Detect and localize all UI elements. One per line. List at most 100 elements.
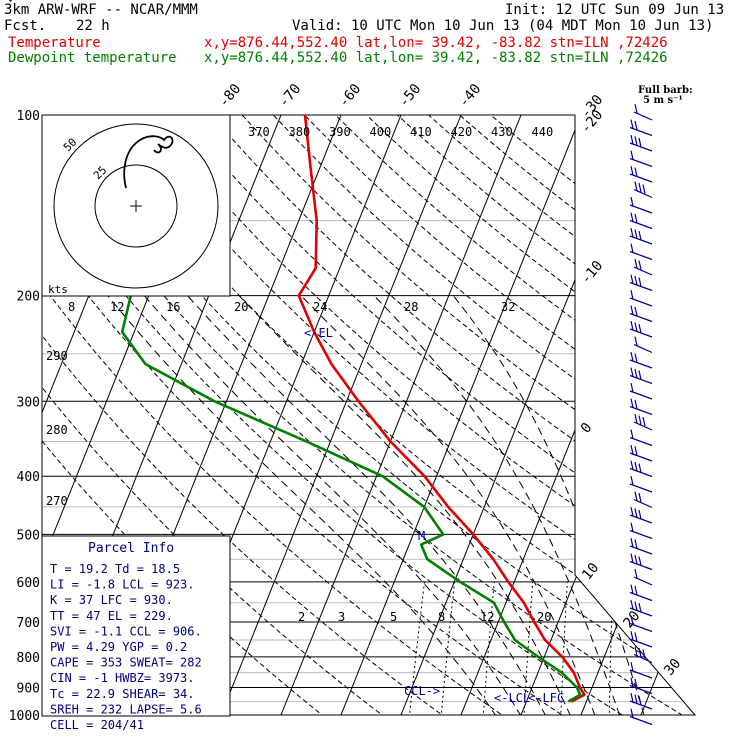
theta-label-top-370: 370 — [248, 125, 270, 139]
theta-label-top-400: 400 — [370, 125, 392, 139]
pressure-label-100: 100 — [17, 109, 40, 124]
temp-top-group--80: -80 — [216, 81, 245, 111]
mixing-ratio-label-2: 2 — [298, 610, 305, 624]
parcel-row-0: T = 19.2 Td = 18.5 — [50, 562, 180, 576]
dry-adiabat-400 — [304, 115, 695, 715]
wind-barb-9 — [629, 243, 653, 261]
wind-barb-30 — [633, 568, 653, 586]
mixing-ratio-label-12: 12 — [480, 610, 494, 624]
theta-e-label-16: 16 — [166, 300, 180, 314]
wind-barb-33 — [629, 615, 653, 633]
mixing-ratio-label-20: 20 — [537, 610, 551, 624]
theta-e-label-12: 12 — [110, 300, 124, 314]
moist-adiabat-24 — [300, 295, 601, 715]
temp-right-group-30: 30 — [661, 656, 684, 679]
temp-top-group--40: -40 — [456, 81, 485, 111]
theta-label-top-410: 410 — [410, 125, 432, 139]
fcst-label: Fcst. — [4, 18, 46, 34]
wind-barb-38 — [629, 692, 653, 710]
isotherm-20 — [580, 115, 695, 715]
mixing-ratio-label-5: 5 — [390, 610, 397, 624]
mixing-ratio-label-3: 3 — [338, 610, 345, 624]
wind-barb-18 — [629, 382, 653, 400]
wind-barb-39 — [629, 708, 653, 726]
legend-temperature-info: x,y=876.44,552.40 lat,lon= 39.42, -83.82… — [204, 35, 668, 51]
isotherm--30 — [280, 115, 522, 715]
valid-time: Valid: 10 UTC Mon 10 Jun 13 (04 MDT Mon … — [292, 18, 713, 34]
legend-dewpoint-info: x,y=876.44,552.40 lat,lon= 39.42, -83.82… — [204, 50, 668, 66]
isotherm-40 — [701, 115, 740, 715]
pressure-label-500: 500 — [17, 528, 40, 543]
dry-adiabat-370 — [210, 115, 695, 715]
wind-barb-4 — [629, 165, 653, 183]
temp-right-group-40: 40 — [3, 0, 26, 7]
isotherm-30 — [640, 115, 695, 715]
wind-barb-7 — [629, 212, 653, 230]
wind-barb-28 — [629, 537, 653, 555]
lfc-marker: <-LFC — [528, 691, 564, 705]
lcl-marker: <-LCL — [494, 691, 530, 705]
theta-label-top-420: 420 — [451, 125, 473, 139]
mixing-ratio-5 — [481, 581, 495, 715]
parcel-box — [41, 535, 231, 717]
temp-label-right-30: 30 — [661, 656, 684, 679]
wind-barb-19 — [629, 398, 653, 416]
wind-barbs — [629, 103, 653, 726]
temp-label-right-40: 40 — [3, 0, 26, 7]
theta-label-left-290: 290 — [46, 349, 68, 363]
mixing-ratio-12 — [559, 581, 568, 715]
wind-barb-29 — [629, 553, 653, 571]
dry-adiabat-380 — [241, 115, 695, 715]
temp-label-top--40: -40 — [456, 81, 485, 111]
pressure-label-800: 800 — [17, 651, 40, 666]
pressure-label-1000: 1000 — [9, 709, 40, 724]
parcel-row-7: CIN = -1 HWBZ= 3973. — [50, 671, 195, 685]
pressure-label-600: 600 — [17, 576, 40, 591]
temp-label-top--50: -50 — [396, 81, 425, 111]
theta-label-top-430: 430 — [491, 125, 513, 139]
dry-adiabat-330 — [86, 115, 695, 715]
wind-barb-22 — [629, 444, 653, 462]
mixing-ratio-3 — [439, 581, 456, 715]
hodograph-trace — [123, 135, 174, 189]
wind-barb-37 — [629, 677, 653, 695]
temp-right-group-10: 10 — [579, 560, 602, 583]
theta-e-label-8: 8 — [68, 300, 75, 314]
moist-adiabat-12 — [143, 295, 529, 715]
dry-adiabat-460 — [490, 115, 695, 715]
theta-e-label-28: 28 — [404, 300, 418, 314]
mixing-ratio-2 — [407, 581, 425, 715]
wind-barb-11 — [629, 274, 653, 292]
isotherm--20 — [340, 115, 582, 715]
theta-label-top-390: 390 — [329, 125, 351, 139]
temp-right-group-0: 0 — [578, 420, 596, 437]
dry-adiabat-270 — [42, 115, 461, 715]
wind-barb-8 — [629, 227, 653, 245]
parcel-row-9: SREH = 232 LAPSE= 5.6 — [50, 702, 202, 716]
dry-adiabat-280 — [42, 115, 521, 715]
wind-barb-6 — [629, 196, 653, 214]
wind-barb-21 — [629, 429, 653, 447]
hodograph-ring-0 — [94, 164, 178, 248]
temp-right-group--10: -10 — [578, 258, 607, 288]
wind-barb-36 — [629, 661, 653, 679]
temp-top-group--60: -60 — [336, 81, 365, 111]
parcel-title: Parcel Info — [88, 541, 174, 556]
dry-adiabat-390 — [272, 115, 695, 715]
wind-barb-32 — [629, 599, 653, 617]
init-time: Init: 12 UTC Sun 09 Jun 13 — [505, 2, 724, 18]
parcel-row-5: PW = 4.29 YGP = 0.2 — [50, 640, 187, 654]
theta-label-left-270: 270 — [46, 494, 68, 508]
temp-label-right-10: 10 — [579, 560, 602, 583]
wind-barb-20 — [633, 413, 653, 431]
temp-top-group--50: -50 — [396, 81, 425, 111]
dry-adiabat-250 — [42, 115, 339, 715]
isotherm--10 — [400, 115, 642, 715]
wind-barb-13 — [629, 305, 653, 323]
temp-top-group--70: -70 — [276, 81, 305, 111]
mixing-ratio-label-8: 8 — [438, 610, 445, 624]
parcel-row-3: TT = 47 EL = 229. — [50, 609, 173, 623]
barb-legend-line1: Full barb: — [638, 85, 693, 96]
pressure-label-300: 300 — [17, 395, 40, 410]
